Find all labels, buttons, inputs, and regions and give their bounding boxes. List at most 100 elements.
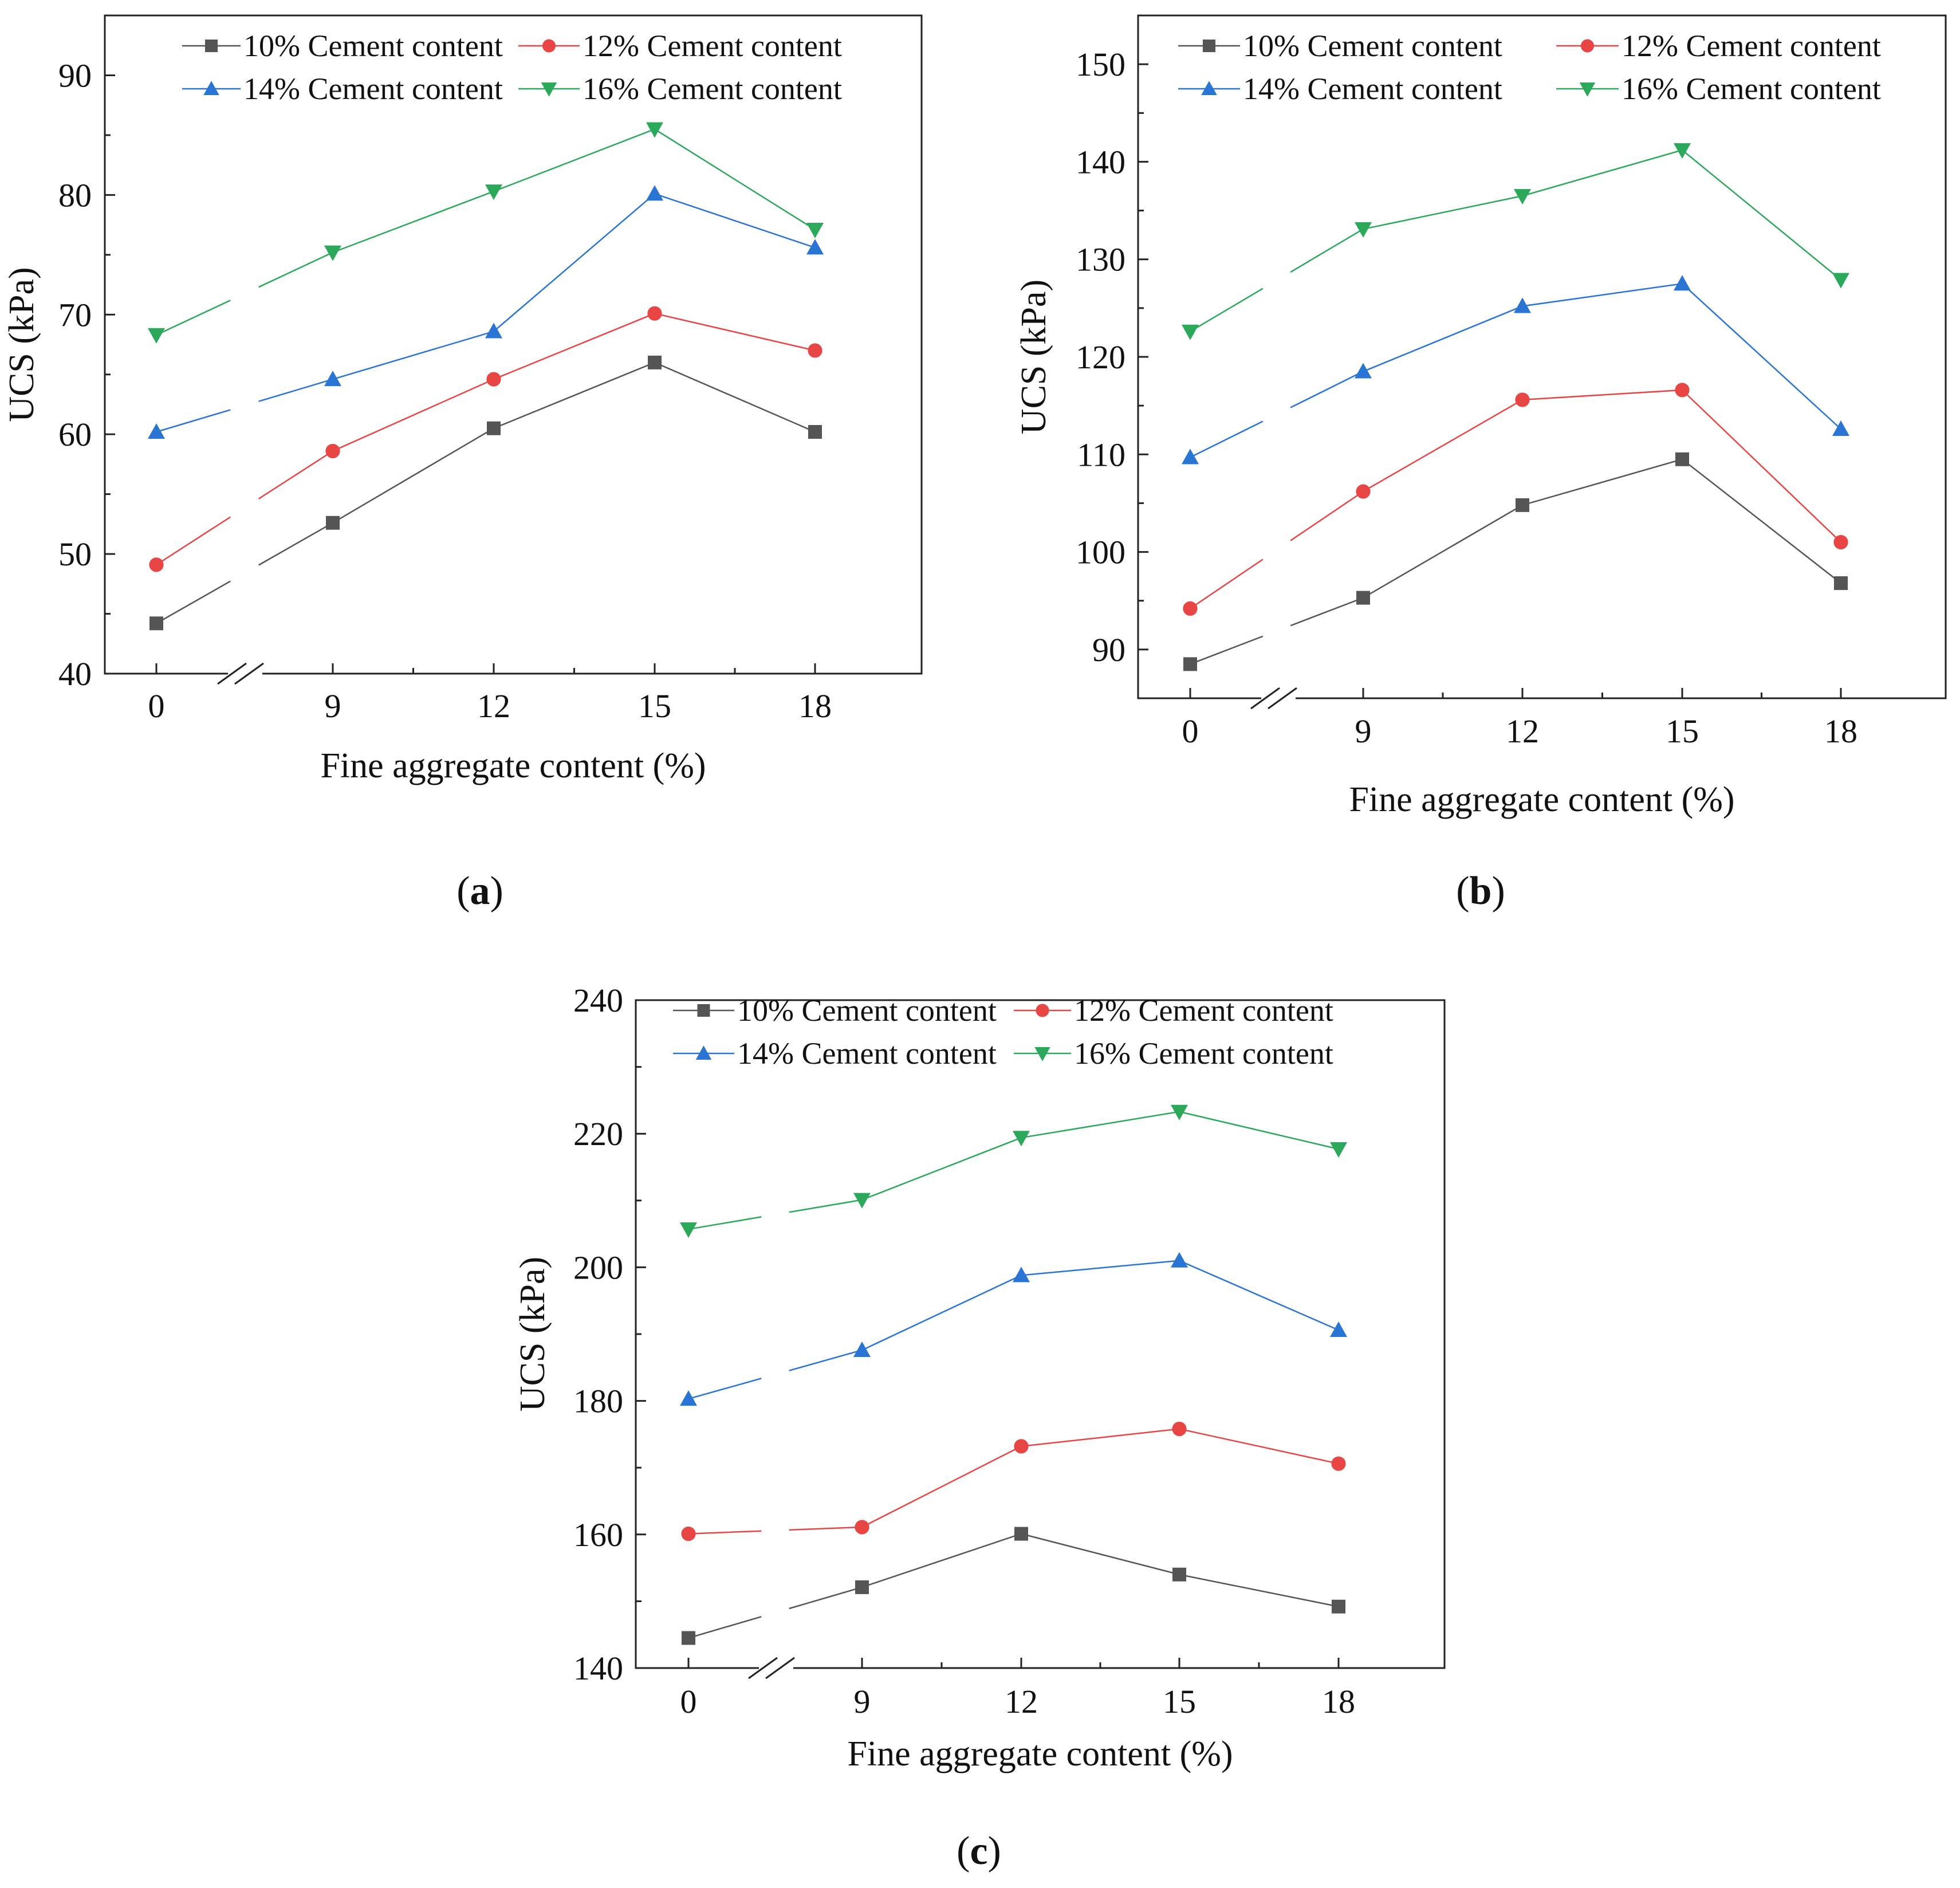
data-point — [1674, 143, 1691, 159]
legend-entry: 12% Cement content — [518, 29, 842, 63]
series-line-segment — [1522, 458, 1683, 506]
y-axis-title: UCS (kPa) — [513, 1257, 552, 1411]
data-point — [1514, 297, 1531, 313]
legend-marker — [205, 40, 218, 52]
series-line-segment — [654, 128, 816, 231]
y-axis-title: UCS (kPa) — [1014, 280, 1053, 434]
legend-entry: 14% Cement content — [673, 1036, 997, 1071]
series-2 — [681, 1421, 1346, 1541]
panel-label-open: ( — [456, 869, 470, 913]
series-line-segment — [1179, 1574, 1339, 1607]
series-line-segment — [1522, 149, 1683, 197]
x-tick-label: 9 — [854, 1683, 871, 1720]
series-line-segment — [493, 128, 655, 192]
y-tick-label: 100 — [1076, 534, 1125, 571]
series-line-segment — [332, 190, 494, 253]
series-4 — [1182, 143, 1849, 340]
legend-marker — [697, 1004, 710, 1017]
series-2 — [1183, 383, 1848, 616]
legend-marker — [1203, 40, 1215, 52]
legend-marker — [542, 39, 556, 53]
x-tick-label: 12 — [1005, 1683, 1038, 1720]
series-line-segment — [156, 580, 231, 624]
data-point — [1674, 275, 1691, 291]
series-3 — [1182, 275, 1849, 465]
legend-label: 14% Cement content — [1243, 72, 1502, 106]
x-tick-label: 9 — [1355, 713, 1372, 750]
legend-marker — [1580, 39, 1595, 53]
x-tick-label: 18 — [798, 687, 832, 725]
data-point — [1172, 1421, 1187, 1437]
data-point — [324, 371, 341, 387]
data-point — [1172, 1567, 1186, 1582]
panel-label-letter: b — [1470, 869, 1492, 913]
legend-marker — [1036, 1004, 1049, 1017]
series-line-segment — [789, 1586, 863, 1610]
axis-break-mark — [765, 1657, 795, 1679]
series-4 — [148, 122, 824, 344]
series-line-segment — [258, 378, 333, 402]
legend-marker — [541, 82, 557, 97]
plot-frame — [1137, 14, 1947, 699]
panel-label: (b) — [1456, 869, 1505, 913]
data-point — [1515, 392, 1530, 407]
data-point — [1014, 1439, 1029, 1454]
series-line-segment — [1179, 1428, 1339, 1465]
data-point — [148, 328, 165, 344]
legend-entry: 16% Cement content — [518, 72, 842, 106]
panel-label-close: ) — [988, 1829, 1001, 1873]
y-tick-label: 70 — [58, 296, 92, 333]
series-line-segment — [861, 1533, 1022, 1588]
series-line-segment — [493, 313, 655, 380]
series-line-segment — [493, 193, 655, 332]
data-point — [646, 185, 663, 201]
legend-label: 14% Cement content — [737, 1036, 997, 1071]
series-line-segment — [332, 378, 494, 452]
data-point — [1832, 420, 1849, 436]
series-line-segment — [332, 331, 494, 380]
data-point — [149, 616, 163, 631]
panel-label: (c) — [957, 1829, 1001, 1873]
axis-break-mark — [1268, 687, 1297, 710]
series-line-segment — [861, 1137, 1022, 1201]
series-line-segment — [1179, 1111, 1339, 1150]
data-point — [806, 222, 824, 238]
panel-label-letter: a — [470, 869, 490, 913]
x-axis-title: Fine aggregate content (%) — [847, 1734, 1233, 1773]
series-line-segment — [1021, 1533, 1180, 1575]
series-line-segment — [1190, 635, 1264, 665]
data-point — [808, 343, 822, 358]
data-point — [647, 306, 662, 321]
panel-label-letter: c — [970, 1829, 987, 1873]
axis-break-gap — [1261, 695, 1296, 702]
series-line-segment — [1179, 1260, 1339, 1331]
y-tick-label: 220 — [573, 1115, 623, 1153]
series-line-segment — [861, 1445, 1022, 1528]
x-tick-label: 15 — [638, 687, 671, 725]
y-tick-label: 90 — [1092, 631, 1125, 668]
legend-label: 14% Cement content — [243, 72, 503, 106]
x-axis-title: Fine aggregate content (%) — [320, 746, 706, 785]
series-line-segment — [688, 1616, 762, 1639]
chart-panel-a: 40 50 60 70 80 90 0 9 12 15 18 Fine aggregate conte… — [2, 14, 923, 913]
series-line-segment — [688, 1530, 762, 1535]
legend-label: 10% Cement content — [1243, 29, 1502, 63]
y-tick-label: 60 — [58, 416, 92, 453]
data-point — [1014, 1527, 1028, 1541]
data-point — [1355, 222, 1372, 238]
series-line-segment — [156, 516, 231, 565]
data-point — [1171, 1252, 1188, 1268]
legend-label: 16% Cement content — [583, 72, 842, 106]
data-point — [1183, 601, 1198, 616]
plot-frame — [635, 999, 1446, 1669]
series-line-segment — [1522, 283, 1683, 307]
series-line-segment — [861, 1275, 1022, 1351]
data-point — [486, 372, 501, 387]
legend-marker — [203, 81, 219, 95]
data-point — [1182, 324, 1199, 340]
series-line-segment — [1021, 1111, 1180, 1139]
series-line-segment — [258, 251, 333, 288]
series-line-segment — [1682, 458, 1841, 584]
x-tick-label: 0 — [1182, 713, 1199, 750]
series-line-segment — [1190, 288, 1264, 332]
